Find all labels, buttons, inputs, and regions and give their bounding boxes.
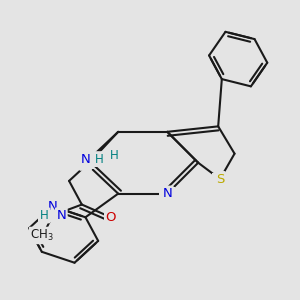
FancyBboxPatch shape [103,211,118,224]
Text: H: H [94,153,103,166]
Text: N: N [48,200,58,213]
Text: O: O [106,211,116,224]
FancyBboxPatch shape [44,200,61,213]
Text: N: N [56,209,66,222]
Text: N: N [81,153,91,166]
Text: H: H [110,149,119,162]
Text: S: S [216,172,224,186]
Text: H: H [40,209,49,222]
FancyBboxPatch shape [212,173,228,185]
Text: N: N [162,187,172,200]
FancyBboxPatch shape [82,153,111,166]
Text: CH$_3$: CH$_3$ [30,228,54,243]
Text: N: N [81,156,90,169]
FancyBboxPatch shape [77,156,94,169]
FancyBboxPatch shape [38,209,67,222]
FancyBboxPatch shape [159,187,175,200]
